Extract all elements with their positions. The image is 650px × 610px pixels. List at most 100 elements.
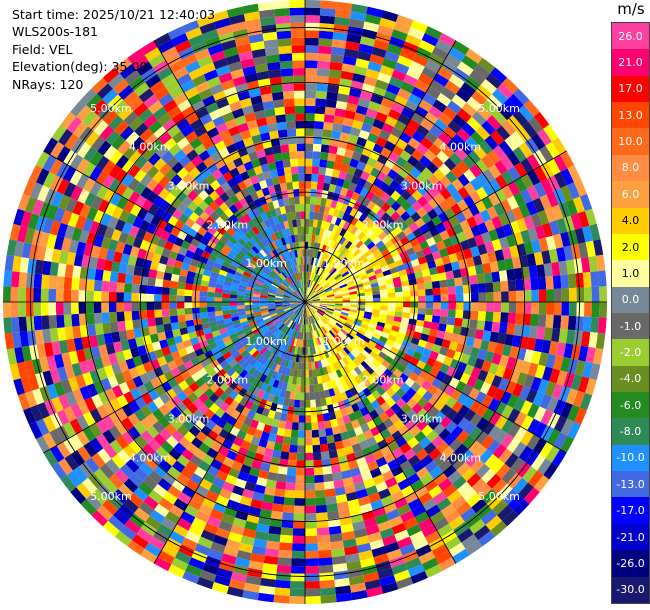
velocity-cell xyxy=(282,83,294,92)
velocity-cell xyxy=(516,461,531,478)
velocity-cell xyxy=(234,557,251,568)
velocity-cell xyxy=(433,118,448,132)
velocity-cell xyxy=(188,557,205,570)
velocity-cell xyxy=(486,94,503,110)
velocity-cell xyxy=(268,464,279,474)
velocity-cell xyxy=(411,149,424,162)
velocity-cell xyxy=(268,243,275,252)
velocity-cell xyxy=(374,329,383,336)
velocity-cell xyxy=(417,184,429,196)
velocity-cell xyxy=(305,173,312,182)
velocity-cell xyxy=(278,332,285,340)
velocity-cell xyxy=(207,311,216,318)
velocity-cell xyxy=(281,325,288,333)
velocity-cell xyxy=(373,553,389,565)
velocity-cell xyxy=(363,332,373,340)
velocity-cell xyxy=(231,260,240,268)
velocity-cell xyxy=(346,380,355,390)
velocity-cell xyxy=(189,454,203,467)
velocity-cell xyxy=(560,185,573,202)
velocity-cell xyxy=(341,212,350,222)
velocity-cell xyxy=(256,117,268,127)
velocity-cell xyxy=(358,213,368,223)
velocity-cell xyxy=(294,290,301,297)
velocity-cell xyxy=(476,186,489,201)
velocity-cell xyxy=(267,305,276,308)
velocity-cell xyxy=(260,163,270,173)
velocity-cell xyxy=(351,419,361,429)
velocity-cell xyxy=(144,133,159,148)
velocity-cell xyxy=(492,444,507,459)
velocity-cell xyxy=(460,82,476,97)
velocity-cell xyxy=(346,33,362,44)
velocity-cell xyxy=(340,431,350,441)
velocity-cell xyxy=(347,26,364,37)
velocity-cell xyxy=(130,203,142,217)
velocity-cell xyxy=(334,185,343,195)
velocity-cell xyxy=(87,324,97,337)
velocity-cell xyxy=(185,60,201,74)
velocity-cell xyxy=(86,313,95,325)
velocity-cell xyxy=(148,203,160,216)
velocity-cell xyxy=(268,273,276,280)
velocity-cell xyxy=(282,90,295,100)
velocity-cell xyxy=(11,271,20,287)
velocity-cell xyxy=(436,240,446,251)
velocity-cell xyxy=(378,244,388,253)
velocity-cell xyxy=(325,167,334,177)
velocity-cell xyxy=(260,307,269,312)
velocity-cell xyxy=(140,548,158,564)
velocity-cell xyxy=(308,234,313,242)
velocity-cell xyxy=(342,438,352,448)
velocity-cell xyxy=(408,252,418,262)
velocity-cell xyxy=(338,317,347,323)
velocity-cell xyxy=(164,411,176,424)
velocity-cell xyxy=(121,430,135,445)
velocity-cell xyxy=(329,364,336,373)
velocity-cell xyxy=(79,266,89,280)
velocity-cell xyxy=(323,314,331,320)
velocity-cell xyxy=(313,283,319,290)
velocity-cell xyxy=(260,357,268,366)
velocity-cell xyxy=(324,313,332,319)
velocity-cell xyxy=(118,105,134,121)
velocity-cell xyxy=(155,446,169,460)
velocity-cell xyxy=(283,306,291,311)
velocity-cell xyxy=(404,216,415,227)
velocity-cell xyxy=(133,265,143,276)
velocity-cell xyxy=(327,84,340,94)
velocity-cell xyxy=(538,302,547,315)
velocity-cell xyxy=(313,273,318,282)
velocity-cell xyxy=(476,105,492,121)
velocity-cell xyxy=(357,495,371,507)
velocity-cell xyxy=(96,333,106,346)
velocity-cell xyxy=(191,222,202,233)
velocity-cell xyxy=(305,287,308,295)
velocity-cell xyxy=(222,111,235,123)
velocity-cell xyxy=(482,262,492,274)
velocity-cell xyxy=(146,223,157,235)
velocity-cell xyxy=(175,401,188,414)
velocity-cell xyxy=(142,231,154,243)
velocity-cell xyxy=(513,267,523,280)
velocity-cell xyxy=(393,22,411,35)
velocity-cell xyxy=(148,120,163,134)
velocity-cell xyxy=(117,449,132,464)
velocity-cell xyxy=(450,333,461,343)
velocity-cell xyxy=(109,311,118,323)
velocity-cell xyxy=(330,540,344,550)
velocity-cell xyxy=(518,105,534,122)
velocity-cell xyxy=(516,302,524,314)
velocity-cell xyxy=(289,596,305,605)
velocity-cell xyxy=(443,157,457,171)
velocity-cell xyxy=(411,189,423,201)
velocity-cell xyxy=(253,452,264,463)
velocity-cell xyxy=(308,369,313,378)
velocity-cell xyxy=(231,245,241,254)
velocity-cell xyxy=(345,41,360,51)
velocity-cell xyxy=(463,169,476,183)
velocity-cell xyxy=(274,347,281,356)
velocity-cell xyxy=(144,47,162,62)
velocity-cell xyxy=(431,156,444,169)
velocity-cell xyxy=(380,147,392,159)
